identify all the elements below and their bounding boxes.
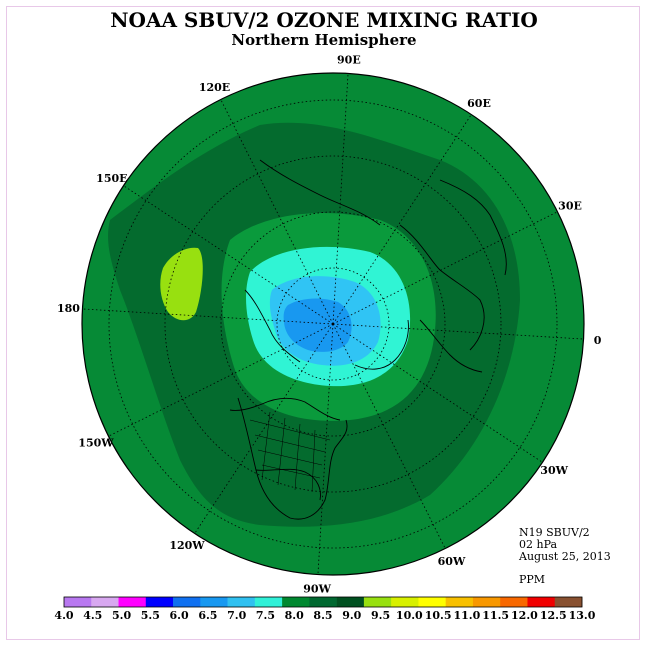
colorbar-tick-label: 13.0 bbox=[569, 609, 596, 622]
colorbar-tick-label: 10.0 bbox=[396, 609, 423, 622]
colorbar-swatch bbox=[336, 597, 365, 607]
meridian-line bbox=[332, 323, 543, 463]
colorbar-tick-label: 4.5 bbox=[83, 609, 102, 622]
meridian-line bbox=[108, 323, 334, 437]
colorbar-tick-label: 11.5 bbox=[482, 609, 509, 622]
colorbar-swatch bbox=[91, 597, 119, 607]
colorbar-border bbox=[63, 596, 583, 608]
colorbar-swatch bbox=[472, 597, 501, 607]
colorbar-swatch bbox=[500, 597, 528, 607]
colorbar-swatch bbox=[282, 597, 310, 607]
colorbar-tick-label: 6.5 bbox=[198, 609, 217, 622]
longitude-label: 30W bbox=[540, 464, 568, 477]
longitude-label: 90W bbox=[303, 583, 331, 596]
colorbar-tick-label: 5.0 bbox=[112, 609, 131, 622]
colorbar-tick-label: 10.5 bbox=[425, 609, 452, 622]
longitude-label: 120E bbox=[199, 81, 230, 94]
colorbar-tick-label: 5.5 bbox=[141, 609, 160, 622]
colorbar-tick-label: 8.5 bbox=[313, 609, 332, 622]
longitude-label: 180 bbox=[57, 302, 80, 315]
longitude-label: 90E bbox=[337, 53, 361, 66]
parallels bbox=[108, 99, 558, 549]
meridians bbox=[82, 73, 584, 575]
meridian-line bbox=[332, 114, 472, 325]
longitude-label: 60E bbox=[467, 97, 491, 110]
pressure-level-label: 02 hPa bbox=[519, 538, 558, 551]
instrument-label: N19 SBUV/2 bbox=[519, 526, 590, 539]
colorbar-swatch bbox=[200, 597, 228, 607]
colorbar-tick-label: 11.0 bbox=[453, 609, 480, 622]
colorbar-tick-label: 4.0 bbox=[54, 609, 73, 622]
colorbar-swatch bbox=[118, 597, 147, 607]
contour-blue bbox=[283, 298, 352, 352]
meridian-line bbox=[332, 211, 558, 325]
colorbar-tick-label: 9.5 bbox=[371, 609, 390, 622]
longitude-label: 60W bbox=[438, 555, 466, 568]
longitude-label: 150E bbox=[96, 172, 127, 185]
colorbar-tick-label: 7.0 bbox=[227, 609, 246, 622]
colorbar-swatch bbox=[145, 597, 174, 607]
colorbar-swatch bbox=[527, 597, 556, 607]
colorbar-swatch bbox=[554, 597, 583, 607]
longitude-labels: 90E 60E 30E 0 30W 60W 90W 120W 150W 180 150E 120E bbox=[57, 53, 602, 595]
meridian-line bbox=[317, 323, 334, 575]
colorbar-tick-label: 7.5 bbox=[256, 609, 275, 622]
meridian-line bbox=[194, 323, 334, 534]
page-title: NOAA SBUV/2 OZONE MIXING RATIO bbox=[110, 8, 538, 32]
colorbar-tick-label: 12.0 bbox=[511, 609, 538, 622]
date-label: August 25, 2013 bbox=[519, 550, 611, 563]
units-label: PPM bbox=[519, 573, 546, 586]
meridian-line bbox=[123, 185, 334, 325]
map-outline bbox=[81, 72, 585, 576]
states-grid bbox=[249, 411, 331, 493]
colorbar-tick-label: 6.0 bbox=[170, 609, 189, 622]
coastlines bbox=[229, 159, 507, 520]
colorbar-swatch bbox=[309, 597, 337, 607]
colorbar-swatch bbox=[418, 597, 446, 607]
meridian-line bbox=[332, 323, 446, 549]
contour-yellow-green bbox=[160, 247, 203, 321]
colorbar-tick-label: 12.5 bbox=[540, 609, 567, 622]
page-subtitle: Northern Hemisphere bbox=[231, 31, 417, 49]
colorbar: 4.0 4.5 5.0 5.5 6.0 6.5 7.0 7.5 8.0 8.5 9.0 9.5 10.0… bbox=[54, 596, 596, 622]
colorbar-swatch bbox=[173, 597, 201, 607]
colorbar-swatch bbox=[64, 597, 92, 607]
meridian-line bbox=[82, 308, 334, 325]
longitude-label: 120W bbox=[169, 539, 205, 552]
meridian-line bbox=[220, 99, 334, 325]
colorbar-swatch bbox=[363, 597, 392, 607]
meridian-line bbox=[332, 73, 349, 325]
longitude-label: 150W bbox=[78, 437, 114, 450]
plot-frame bbox=[6, 6, 640, 640]
meridian-line bbox=[332, 323, 584, 340]
colorbar-tick-label: 9.0 bbox=[342, 609, 361, 622]
colorbar-swatch bbox=[227, 597, 256, 607]
colorbar-swatch bbox=[445, 597, 474, 607]
colorbar-swatch bbox=[391, 597, 419, 607]
colorbar-swatch bbox=[254, 597, 283, 607]
longitude-label: 30E bbox=[558, 199, 582, 212]
longitude-label: 0 bbox=[594, 334, 602, 347]
colorbar-tick-label: 8.0 bbox=[285, 609, 304, 622]
